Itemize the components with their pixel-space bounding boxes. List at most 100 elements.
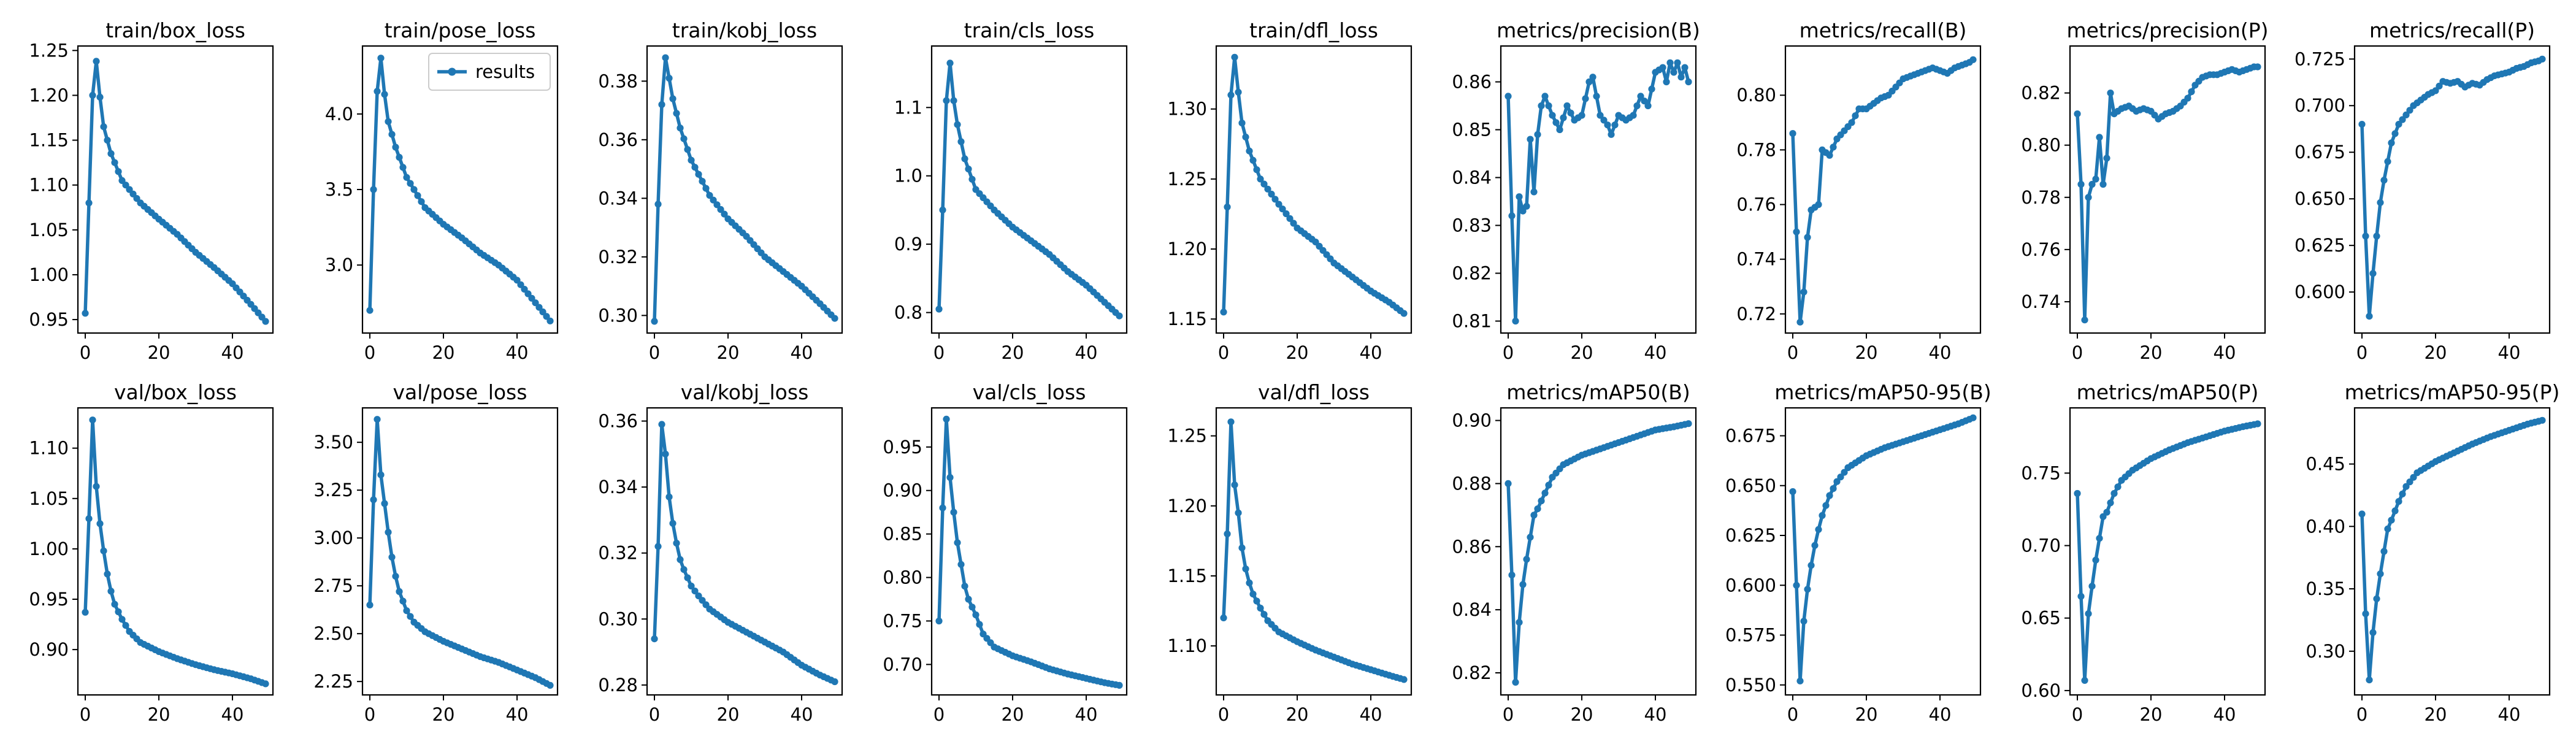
y-tick-label: 0.95 xyxy=(29,309,69,330)
data-point xyxy=(699,178,706,185)
y-tick-label: 0.75 xyxy=(2021,462,2061,483)
data-point xyxy=(89,91,96,99)
data-point xyxy=(1685,78,1692,86)
data-point xyxy=(1644,102,1652,110)
data-point xyxy=(1811,542,1819,549)
data-point xyxy=(2410,473,2417,481)
data-point xyxy=(1116,312,1123,320)
data-point xyxy=(972,611,979,619)
y-tick-label: 1.10 xyxy=(29,438,69,459)
y-tick-label: 0.675 xyxy=(1725,426,1776,447)
axes-frame xyxy=(361,45,559,334)
data-point xyxy=(2254,63,2261,71)
data-point xyxy=(1969,56,1977,63)
data-point xyxy=(407,180,414,187)
data-point xyxy=(1249,156,1257,164)
data-point xyxy=(546,681,554,689)
data-point xyxy=(85,515,93,523)
data-point xyxy=(104,570,111,578)
chart-title: val/pose_loss xyxy=(393,380,527,404)
data-point xyxy=(366,307,374,314)
data-point xyxy=(1630,112,1637,119)
data-point xyxy=(2373,595,2380,602)
y-tick-label: 0.74 xyxy=(2021,291,2061,312)
data-point xyxy=(1648,85,1655,93)
data-point xyxy=(1637,93,1644,100)
data-point xyxy=(1400,310,1408,317)
data-point xyxy=(2110,489,2118,497)
x-tick-label: 40 xyxy=(2498,342,2521,363)
data-point xyxy=(100,123,107,131)
data-point xyxy=(1505,480,1512,488)
legend-box xyxy=(428,53,551,91)
series-line-results xyxy=(2076,65,2260,322)
data-point xyxy=(385,529,392,536)
y-tick-label: 0.84 xyxy=(1452,599,1492,620)
data-point xyxy=(1552,119,1560,126)
data-point xyxy=(1257,604,1264,612)
series-line-results xyxy=(1222,55,1406,315)
data-point xyxy=(546,317,554,324)
data-point xyxy=(2432,87,2439,94)
x-tick-label: 40 xyxy=(221,704,244,725)
data-point xyxy=(1235,509,1242,516)
data-point xyxy=(2077,180,2085,188)
data-point xyxy=(2369,270,2377,277)
data-point xyxy=(532,299,539,307)
data-point xyxy=(1815,526,1822,533)
y-tick-label: 0.82 xyxy=(1452,662,1492,683)
data-point xyxy=(2395,498,2402,505)
data-point xyxy=(1527,534,1534,541)
y-tick-label: 3.50 xyxy=(313,432,353,453)
data-point xyxy=(1633,102,1641,110)
y-tick-label: 0.86 xyxy=(1452,72,1492,93)
subplot-2: train/kobj_loss 0 20 40 0.30 0.32 0.34 0.36 0.38 xyxy=(598,18,843,363)
data-point xyxy=(1268,190,1275,198)
data-point xyxy=(954,121,961,128)
data-point xyxy=(2366,312,2373,320)
y-tick-label: 2.25 xyxy=(313,671,353,692)
y-tick-label: 3.5 xyxy=(325,179,353,200)
x-tick-label: 0 xyxy=(364,704,375,725)
data-point xyxy=(1242,565,1249,573)
series-line-results xyxy=(2076,422,2260,683)
x-tick-label: 0 xyxy=(2072,342,2083,363)
data-point xyxy=(1505,93,1512,100)
y-tick-label: 0.95 xyxy=(883,437,922,458)
data-point xyxy=(410,186,418,193)
data-point xyxy=(2096,535,2103,542)
y-tick-label: 0.75 xyxy=(883,610,922,631)
data-point xyxy=(2107,90,2114,97)
data-point xyxy=(1969,414,1977,421)
data-point xyxy=(1793,228,1800,236)
x-tick-label: 0 xyxy=(1503,704,1514,725)
data-point xyxy=(2107,499,2114,507)
subplot-1: train/pose_loss 0 20 40 3.0 3.5 4.0 results xyxy=(325,18,559,363)
y-tick-label: 0.30 xyxy=(2306,641,2345,662)
data-point xyxy=(262,318,269,325)
data-point xyxy=(1527,136,1534,143)
axes-frame xyxy=(77,407,274,696)
x-tick-label: 20 xyxy=(1855,342,1878,363)
chart-title: train/kobj_loss xyxy=(672,18,817,42)
x-tick-label: 40 xyxy=(2214,342,2236,363)
y-tick-label: 1.15 xyxy=(1167,565,1207,586)
axes-frame xyxy=(930,45,1128,334)
data-point xyxy=(684,574,691,581)
data-point xyxy=(262,680,269,688)
data-point xyxy=(1563,102,1571,110)
data-point xyxy=(539,308,546,316)
data-point xyxy=(111,159,118,166)
data-point xyxy=(403,174,410,181)
data-point xyxy=(1666,59,1674,66)
y-tick-label: 0.34 xyxy=(598,188,638,209)
data-point xyxy=(1523,556,1530,563)
data-point xyxy=(654,201,662,208)
axes-frame xyxy=(646,407,843,696)
data-point xyxy=(1589,74,1597,81)
y-tick-label: 0.78 xyxy=(2021,187,2061,208)
data-point xyxy=(89,416,96,424)
data-point xyxy=(691,164,699,171)
axes-frame xyxy=(2069,407,2266,696)
data-point xyxy=(651,318,658,325)
